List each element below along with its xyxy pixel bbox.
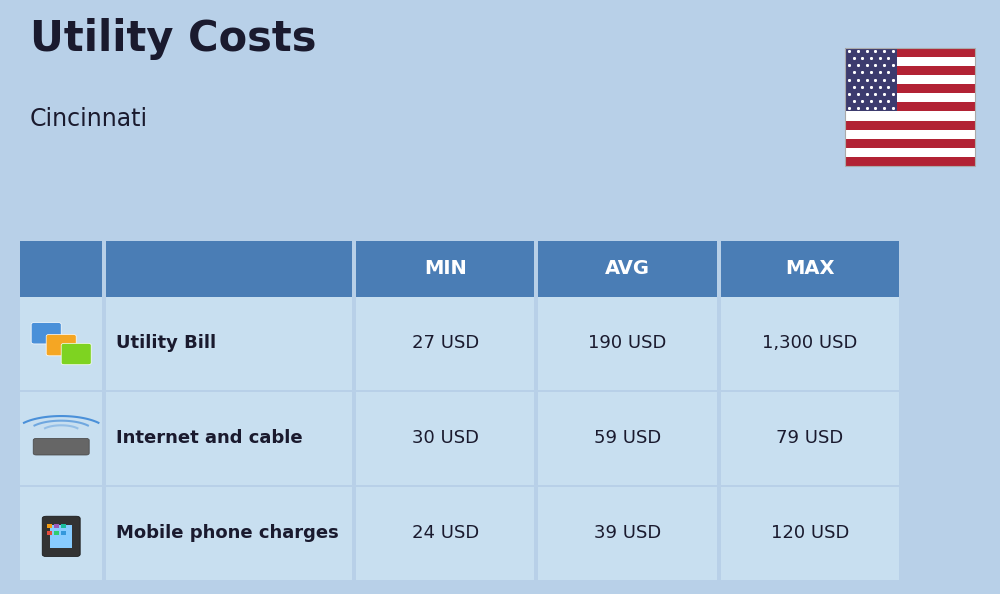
FancyBboxPatch shape: [50, 525, 72, 548]
FancyBboxPatch shape: [356, 392, 534, 485]
FancyBboxPatch shape: [31, 323, 61, 344]
Text: 30 USD: 30 USD: [412, 429, 479, 447]
Bar: [845, 93, 975, 102]
FancyBboxPatch shape: [106, 487, 352, 580]
Text: 59 USD: 59 USD: [594, 429, 661, 447]
FancyBboxPatch shape: [33, 438, 89, 455]
Bar: [845, 56, 975, 66]
Text: 190 USD: 190 USD: [588, 334, 667, 352]
FancyBboxPatch shape: [538, 392, 717, 485]
Text: AVG: AVG: [605, 260, 650, 278]
FancyBboxPatch shape: [46, 334, 76, 356]
Text: Utility Costs: Utility Costs: [30, 18, 316, 60]
Text: 27 USD: 27 USD: [412, 334, 479, 352]
Text: 120 USD: 120 USD: [771, 525, 849, 542]
FancyBboxPatch shape: [356, 241, 534, 297]
FancyBboxPatch shape: [106, 297, 352, 390]
FancyBboxPatch shape: [356, 297, 534, 390]
Bar: [47, 524, 52, 528]
Bar: [845, 129, 975, 139]
Text: MAX: MAX: [785, 260, 835, 278]
FancyBboxPatch shape: [538, 487, 717, 580]
FancyBboxPatch shape: [721, 487, 899, 580]
Bar: [845, 121, 975, 129]
FancyBboxPatch shape: [20, 297, 102, 390]
Text: Cincinnati: Cincinnati: [30, 107, 148, 131]
FancyBboxPatch shape: [721, 392, 899, 485]
Bar: [845, 66, 975, 75]
Bar: [845, 139, 975, 148]
FancyBboxPatch shape: [356, 487, 534, 580]
FancyBboxPatch shape: [721, 297, 899, 390]
Text: 79 USD: 79 USD: [776, 429, 844, 447]
FancyBboxPatch shape: [106, 241, 352, 297]
Bar: [54, 524, 59, 528]
Bar: [845, 48, 897, 112]
Bar: [845, 75, 975, 84]
FancyBboxPatch shape: [106, 392, 352, 485]
Bar: [845, 148, 975, 157]
FancyBboxPatch shape: [721, 241, 899, 297]
Text: Internet and cable: Internet and cable: [116, 429, 303, 447]
FancyBboxPatch shape: [20, 392, 102, 485]
FancyBboxPatch shape: [538, 241, 717, 297]
Text: Mobile phone charges: Mobile phone charges: [116, 525, 339, 542]
Text: Utility Bill: Utility Bill: [116, 334, 217, 352]
Bar: [845, 112, 975, 121]
FancyBboxPatch shape: [20, 487, 102, 580]
FancyBboxPatch shape: [538, 297, 717, 390]
Bar: [54, 531, 59, 535]
Bar: [845, 84, 975, 93]
Text: 24 USD: 24 USD: [412, 525, 479, 542]
Text: MIN: MIN: [424, 260, 467, 278]
FancyBboxPatch shape: [42, 516, 80, 557]
Bar: [845, 48, 975, 56]
Bar: [47, 531, 52, 535]
Text: 39 USD: 39 USD: [594, 525, 661, 542]
FancyBboxPatch shape: [61, 343, 91, 365]
FancyBboxPatch shape: [20, 241, 102, 297]
Text: 1,300 USD: 1,300 USD: [762, 334, 858, 352]
Bar: [845, 102, 975, 112]
Bar: [61, 524, 66, 528]
Bar: [845, 157, 975, 166]
Bar: [61, 531, 66, 535]
